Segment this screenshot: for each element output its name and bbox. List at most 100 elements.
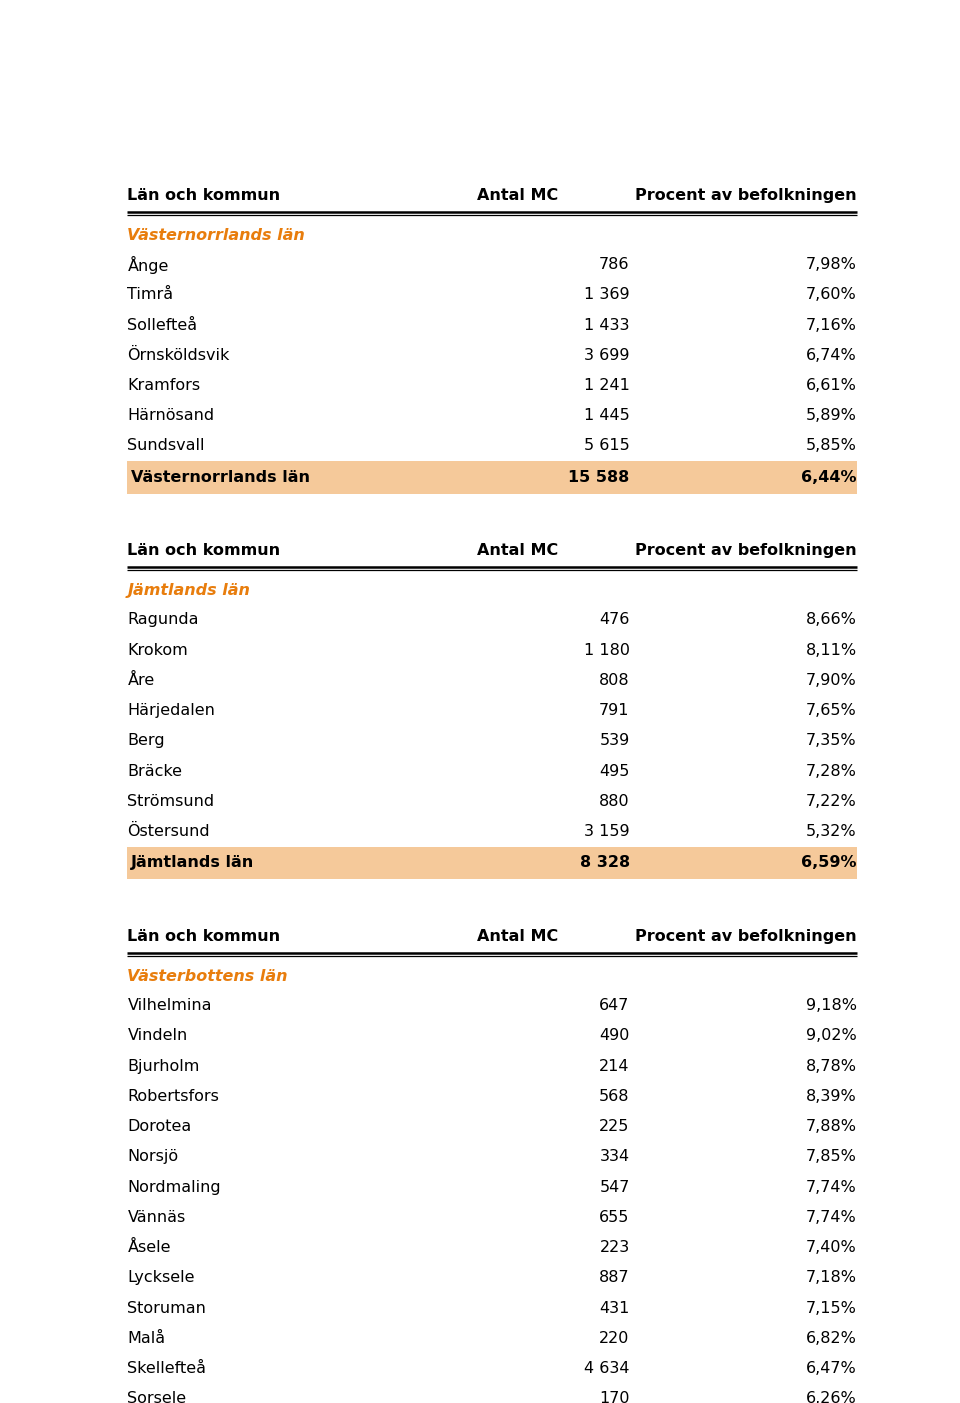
Text: 8 328: 8 328 xyxy=(580,856,630,870)
Text: Norsjö: Norsjö xyxy=(128,1149,179,1164)
Text: 8,11%: 8,11% xyxy=(805,643,856,658)
Text: 15 588: 15 588 xyxy=(568,470,630,485)
Text: 6,59%: 6,59% xyxy=(801,856,856,870)
Text: 880: 880 xyxy=(599,794,630,810)
Text: Län och kommun: Län och kommun xyxy=(128,929,280,944)
Text: 3 699: 3 699 xyxy=(584,348,630,363)
Text: 6,26%: 6,26% xyxy=(805,1392,856,1403)
Text: 808: 808 xyxy=(599,673,630,687)
Text: 1 369: 1 369 xyxy=(584,288,630,302)
Text: Län och kommun: Län och kommun xyxy=(128,188,280,203)
Text: 6,44%: 6,44% xyxy=(801,470,856,485)
Text: 3 159: 3 159 xyxy=(584,824,630,839)
Text: 334: 334 xyxy=(599,1149,630,1164)
Text: 5 615: 5 615 xyxy=(584,439,630,453)
Text: 655: 655 xyxy=(599,1209,630,1225)
Text: Ragunda: Ragunda xyxy=(128,613,199,627)
FancyBboxPatch shape xyxy=(128,462,856,494)
Text: Vindeln: Vindeln xyxy=(128,1028,188,1044)
Text: 5,85%: 5,85% xyxy=(805,439,856,453)
Text: Bjurholm: Bjurholm xyxy=(128,1059,200,1073)
Text: Nordmaling: Nordmaling xyxy=(128,1180,221,1194)
Text: 8,66%: 8,66% xyxy=(805,613,856,627)
Text: Procent av befolkningen: Procent av befolkningen xyxy=(635,188,856,203)
Text: Sundsvall: Sundsvall xyxy=(128,439,204,453)
Text: 7,18%: 7,18% xyxy=(805,1270,856,1285)
Text: 7,60%: 7,60% xyxy=(805,288,856,302)
Text: 476: 476 xyxy=(599,613,630,627)
Text: 887: 887 xyxy=(599,1270,630,1285)
Text: Procent av befolkningen: Procent av befolkningen xyxy=(635,929,856,944)
Text: 7,16%: 7,16% xyxy=(805,317,856,333)
Text: 539: 539 xyxy=(599,734,630,748)
Text: 223: 223 xyxy=(599,1240,630,1256)
Text: Östersund: Östersund xyxy=(128,824,210,839)
Text: 647: 647 xyxy=(599,998,630,1013)
Text: 214: 214 xyxy=(599,1059,630,1073)
Text: 7,90%: 7,90% xyxy=(805,673,856,687)
Text: 9,18%: 9,18% xyxy=(805,998,856,1013)
Text: 5,89%: 5,89% xyxy=(805,408,856,424)
Text: Antal MC: Antal MC xyxy=(477,929,559,944)
Text: 7,15%: 7,15% xyxy=(805,1301,856,1316)
Text: 1 433: 1 433 xyxy=(584,317,630,333)
Text: 6,61%: 6,61% xyxy=(805,377,856,393)
Text: Ånge: Ånge xyxy=(128,255,169,274)
Text: Dorotea: Dorotea xyxy=(128,1120,192,1134)
Text: 7,22%: 7,22% xyxy=(805,794,856,810)
Text: 4 634: 4 634 xyxy=(584,1361,630,1376)
Text: 495: 495 xyxy=(599,763,630,779)
Text: 1 180: 1 180 xyxy=(584,643,630,658)
Text: 490: 490 xyxy=(599,1028,630,1044)
Text: 7,40%: 7,40% xyxy=(805,1240,856,1256)
Text: Härjedalen: Härjedalen xyxy=(128,703,215,718)
Text: 7,65%: 7,65% xyxy=(805,703,856,718)
Text: Timrå: Timrå xyxy=(128,288,174,302)
Text: 7,88%: 7,88% xyxy=(805,1120,856,1134)
Text: Jämtlands län: Jämtlands län xyxy=(132,856,254,870)
Text: Skellefteå: Skellefteå xyxy=(128,1361,206,1376)
Text: 6,47%: 6,47% xyxy=(805,1361,856,1376)
Text: 6,82%: 6,82% xyxy=(805,1331,856,1345)
Text: Storuman: Storuman xyxy=(128,1301,206,1316)
Text: 791: 791 xyxy=(599,703,630,718)
Text: Malå: Malå xyxy=(128,1331,165,1345)
Text: Lycksele: Lycksele xyxy=(128,1270,195,1285)
Text: Jämtlands län: Jämtlands län xyxy=(128,584,251,598)
Text: 7,35%: 7,35% xyxy=(806,734,856,748)
Text: Berg: Berg xyxy=(128,734,165,748)
Text: Procent av befolkningen: Procent av befolkningen xyxy=(635,543,856,558)
Text: 568: 568 xyxy=(599,1089,630,1104)
Text: Antal MC: Antal MC xyxy=(477,188,559,203)
Text: Västernorrlands län: Västernorrlands län xyxy=(128,227,305,243)
Text: 9,02%: 9,02% xyxy=(805,1028,856,1044)
Text: Åsele: Åsele xyxy=(128,1240,171,1256)
Text: 7,98%: 7,98% xyxy=(805,257,856,272)
Text: 7,28%: 7,28% xyxy=(805,763,856,779)
Text: Örnsköldsvik: Örnsköldsvik xyxy=(128,348,229,363)
Text: 8,39%: 8,39% xyxy=(805,1089,856,1104)
FancyBboxPatch shape xyxy=(128,847,856,880)
Text: 5,32%: 5,32% xyxy=(806,824,856,839)
Text: Vännäs: Vännäs xyxy=(128,1209,185,1225)
Text: Krokom: Krokom xyxy=(128,643,188,658)
Text: Härnösand: Härnösand xyxy=(128,408,215,424)
Text: 225: 225 xyxy=(599,1120,630,1134)
Text: 547: 547 xyxy=(599,1180,630,1194)
Text: 170: 170 xyxy=(599,1392,630,1403)
Text: Bräcke: Bräcke xyxy=(128,763,182,779)
Text: Vilhelmina: Vilhelmina xyxy=(128,998,212,1013)
Text: Strömsund: Strömsund xyxy=(128,794,215,810)
Text: 786: 786 xyxy=(599,257,630,272)
Text: 1 241: 1 241 xyxy=(584,377,630,393)
Text: Robertsfors: Robertsfors xyxy=(128,1089,219,1104)
Text: Sorsele: Sorsele xyxy=(128,1392,186,1403)
Text: 8,78%: 8,78% xyxy=(805,1059,856,1073)
Text: 431: 431 xyxy=(599,1301,630,1316)
Text: Kramfors: Kramfors xyxy=(128,377,201,393)
Text: Antal MC: Antal MC xyxy=(477,543,559,558)
Text: Västernorrlands län: Västernorrlands län xyxy=(132,470,310,485)
Text: 7,74%: 7,74% xyxy=(805,1209,856,1225)
Text: 1 445: 1 445 xyxy=(584,408,630,424)
Text: 220: 220 xyxy=(599,1331,630,1345)
